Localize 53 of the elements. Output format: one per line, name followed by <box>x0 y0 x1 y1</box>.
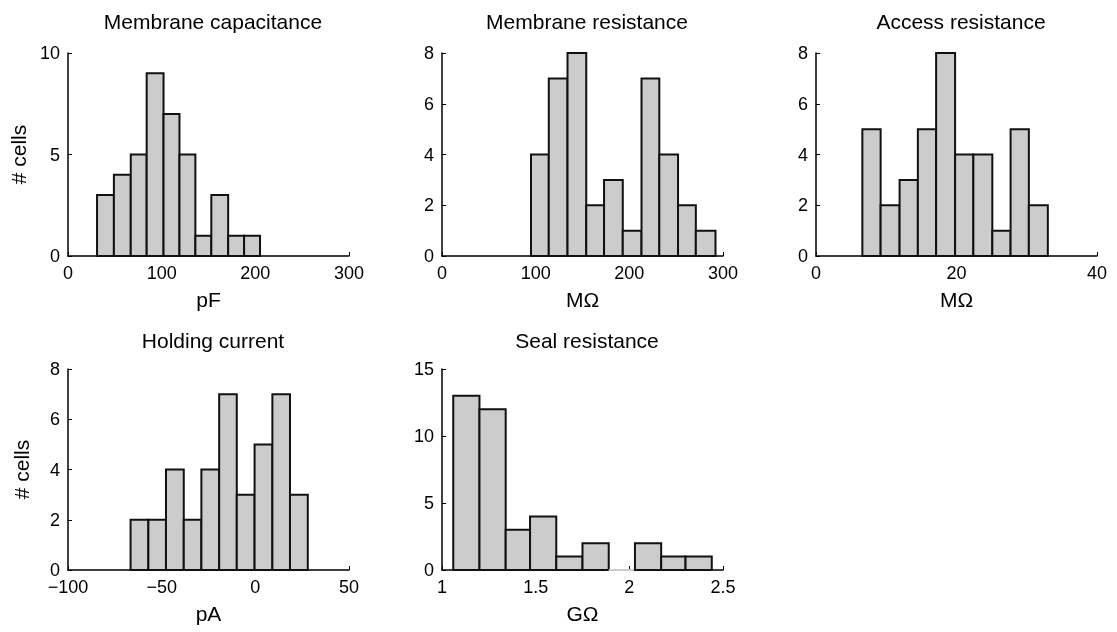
chart-title: Seal resistance <box>515 329 659 352</box>
y-tick-label: 8 <box>49 359 60 379</box>
y-tick-label: 4 <box>797 144 808 165</box>
y-tick-label: 2 <box>49 509 60 530</box>
x-tick-label: 0 <box>810 263 822 283</box>
x-tick-label: 2 <box>624 577 635 597</box>
x-axis-title: pA <box>195 602 222 625</box>
y-axis-title: # cells <box>7 124 31 185</box>
x-axis-title: pF <box>196 288 221 311</box>
y-tick-label: 0 <box>797 246 808 266</box>
y-tick-label: 4 <box>49 459 60 480</box>
y-tick-label: 10 <box>39 43 60 63</box>
y-tick-label: 6 <box>423 93 434 114</box>
x-tick-label: 200 <box>614 263 645 283</box>
x-axis-title: GΩ <box>566 602 599 625</box>
y-tick-label: 0 <box>423 560 434 580</box>
x-tick-label: −100 <box>47 577 89 597</box>
chart-title: Holding current <box>141 329 285 352</box>
y-tick-label: 5 <box>49 144 60 165</box>
x-tick-label: 200 <box>240 263 271 283</box>
x-tick-label: 1 <box>436 577 448 597</box>
y-tick-label: 4 <box>423 144 434 165</box>
y-tick-label: 10 <box>413 426 434 446</box>
y-tick-label: 0 <box>423 246 434 266</box>
x-tick-label: 0 <box>62 263 74 283</box>
x-tick-label: 0 <box>250 577 261 597</box>
x-axis-title: MΩ <box>939 288 974 311</box>
y-tick-label: 6 <box>49 409 60 430</box>
x-tick-label: 50 <box>338 577 360 597</box>
x-tick-label: 0 <box>436 263 448 283</box>
x-tick-label: 100 <box>146 263 177 283</box>
x-tick-label: 300 <box>333 263 365 283</box>
y-tick-label: 2 <box>797 195 808 216</box>
x-axis-title: MΩ <box>565 288 600 311</box>
x-tick-label: 2.5 <box>710 577 736 597</box>
y-tick-label: 15 <box>413 359 434 379</box>
y-tick-label: 5 <box>423 493 434 513</box>
y-tick-label: 0 <box>49 246 60 266</box>
y-tick-label: 8 <box>423 43 434 63</box>
x-tick-label: −50 <box>146 577 177 597</box>
y-tick-label: 2 <box>423 195 434 216</box>
x-tick-label: 100 <box>520 263 551 283</box>
y-tick-label: 8 <box>797 43 808 63</box>
chart-title: Membrane resistance <box>486 10 688 33</box>
x-tick-label: 20 <box>946 263 967 283</box>
x-tick-label: 300 <box>707 263 739 283</box>
y-tick-label: 6 <box>797 93 808 114</box>
x-tick-label: 1.5 <box>523 577 549 597</box>
y-axis-title: # cells <box>10 439 33 500</box>
x-tick-label: 40 <box>1086 263 1108 283</box>
y-tick-label: 0 <box>49 560 60 580</box>
chart-title: Access resistance <box>876 10 1046 33</box>
chart-title: Membrane capacitance <box>103 10 323 33</box>
